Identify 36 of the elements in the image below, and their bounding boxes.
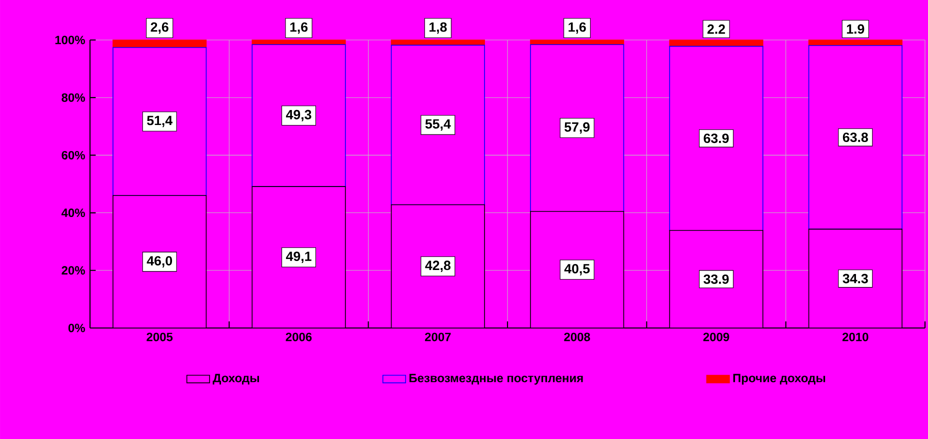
data-label: 1,6	[290, 22, 308, 34]
data-label: 49,3	[286, 110, 312, 122]
bar	[669, 40, 764, 47]
y-tick-label: 100%	[55, 36, 85, 44]
data-label: 1,8	[429, 22, 447, 34]
x-tick-label: 2008	[564, 332, 590, 342]
y-tick-label: 80%	[62, 93, 85, 102]
bar	[112, 40, 207, 48]
data-label: 63.8	[842, 132, 868, 142]
data-label: 63.9	[704, 134, 729, 144]
data-label: 1.9	[846, 24, 864, 34]
data-label: 2,6	[150, 22, 168, 34]
data-label: 51,4	[147, 116, 172, 128]
y-tick-label: 20%	[62, 266, 85, 275]
x-tick-label: 2005	[146, 332, 173, 342]
bar	[390, 40, 485, 46]
x-tick-label: 2007	[424, 332, 451, 342]
data-label: 46,0	[146, 256, 172, 268]
data-label: 33.9	[704, 274, 729, 284]
legend-label: Доходы	[212, 374, 259, 385]
data-label: 57,9	[564, 122, 590, 134]
data-label: 40,5	[564, 264, 590, 276]
data-label: 2.2	[707, 24, 725, 34]
legend-label: Безвозмездные поступления	[409, 374, 583, 385]
x-tick-label: 2006	[286, 332, 312, 342]
y-tick-label: 0%	[68, 324, 85, 332]
y-tick-label: 40%	[61, 208, 85, 218]
data-label: 34.3	[842, 274, 868, 284]
data-label: 1,6	[568, 22, 586, 34]
legend-label: Прочие доходы	[733, 374, 826, 385]
data-label: 55,4	[425, 119, 451, 131]
x-tick-label: 2010	[842, 332, 868, 342]
y-tick-label: 60%	[62, 150, 85, 160]
data-label: 49,1	[286, 252, 312, 263]
x-tick-label: 2009	[703, 332, 730, 342]
data-label: 42,8	[425, 260, 450, 272]
